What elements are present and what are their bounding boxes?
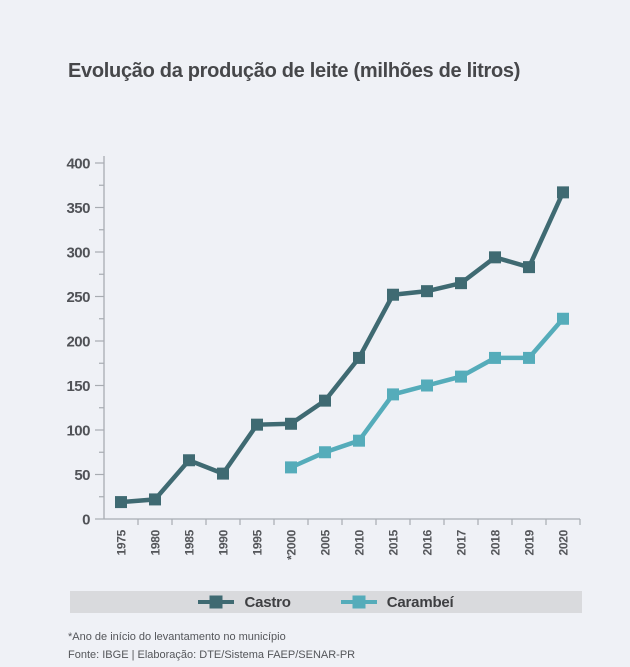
x-tick-label: 2015: [387, 529, 401, 555]
data-point-marker-castro: [115, 496, 127, 509]
x-tick-label: 2020: [557, 529, 571, 555]
data-point-marker-castro: [353, 351, 365, 364]
data-point-marker-castro: [557, 186, 569, 199]
legend-label-carambei: Carambeí: [386, 593, 454, 611]
x-tick-label: *2000: [285, 529, 299, 559]
data-point-marker-castro: [523, 261, 535, 274]
data-point-marker-carambei: [421, 379, 433, 392]
footnote-source: Fonte: IBGE | Elaboração: DTE/Sistema FA…: [68, 649, 356, 661]
x-tick-label: 1995: [251, 529, 265, 555]
data-point-marker-carambei: [319, 446, 331, 459]
legend-item-carambei: Carambeí: [340, 593, 454, 611]
chart-legend: Castro Carambeí: [70, 591, 582, 613]
x-tick-label: 2017: [455, 529, 469, 555]
data-point-marker-castro: [217, 467, 229, 480]
y-tick-label: 100: [66, 422, 90, 439]
page-title: Evolução da produção de leite (milhões d…: [68, 60, 521, 82]
y-tick-label: 250: [66, 289, 90, 306]
x-tick-label: 2019: [523, 529, 537, 555]
data-point-marker-carambei: [523, 351, 535, 364]
data-point-marker-castro: [387, 288, 399, 301]
y-tick-label: 150: [66, 378, 90, 395]
data-point-marker-castro: [149, 493, 161, 506]
y-tick-label: 300: [66, 244, 90, 261]
legend-marker-icon: [340, 595, 377, 609]
x-tick-label: 1975: [115, 529, 129, 555]
x-tick-label: 1980: [149, 529, 163, 555]
x-tick-label: 2018: [489, 529, 503, 555]
data-point-marker-carambei: [387, 388, 399, 401]
footnote-asterisk: *Ano de início do levantamento no municí…: [68, 631, 286, 643]
legend-item-castro: Castro: [198, 593, 291, 611]
data-point-marker-castro: [285, 417, 297, 430]
x-tick-label: 1985: [183, 529, 197, 555]
x-tick-label: 2016: [421, 529, 435, 555]
data-point-marker-castro: [455, 277, 467, 290]
data-point-marker-carambei: [353, 434, 365, 447]
x-tick-label: 2005: [319, 529, 333, 555]
data-point-marker-carambei: [557, 312, 569, 325]
legend-square: [209, 595, 223, 609]
data-point-marker-castro: [319, 394, 331, 407]
data-point-marker-castro: [421, 285, 433, 298]
legend-square: [352, 595, 366, 609]
x-tick-label: 2010: [353, 529, 367, 555]
data-point-marker-carambei: [285, 461, 297, 474]
y-tick-label: 50: [74, 467, 90, 484]
legend-label-castro: Castro: [244, 593, 291, 611]
y-tick-label: 200: [66, 333, 90, 350]
legend-marker-icon: [198, 595, 235, 609]
y-tick-label: 0: [82, 511, 90, 528]
x-tick-label: 1990: [217, 529, 231, 555]
data-point-marker-carambei: [489, 351, 501, 364]
data-point-marker-castro: [489, 251, 501, 264]
y-tick-label: 350: [66, 200, 90, 217]
footnotes: *Ano de início do levantamento no municí…: [68, 628, 355, 664]
data-point-marker-castro: [183, 454, 195, 467]
data-point-marker-carambei: [455, 370, 467, 383]
y-tick-label: 400: [66, 155, 90, 172]
data-point-marker-castro: [251, 418, 263, 431]
